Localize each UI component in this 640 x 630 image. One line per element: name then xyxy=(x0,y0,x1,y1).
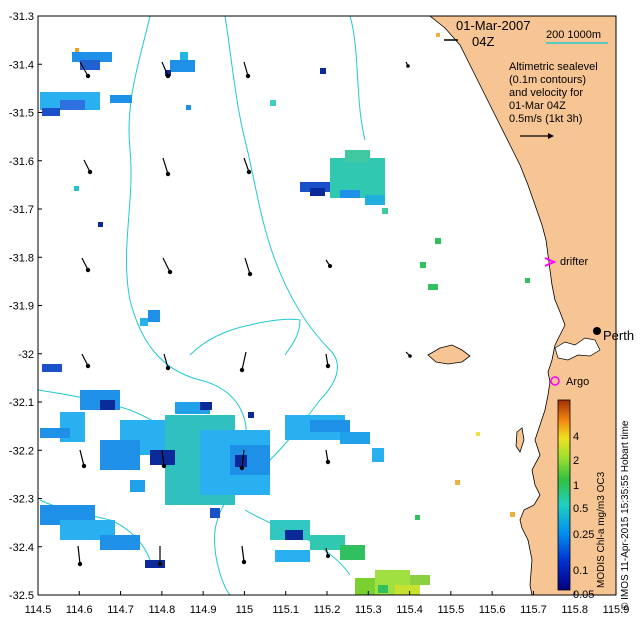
map-hour: 04Z xyxy=(472,34,494,49)
y-tick-label: -32.1 xyxy=(9,397,34,409)
x-tick-label: 115.4 xyxy=(396,604,423,616)
y-tick-label: -31.6 xyxy=(9,156,34,168)
map-date: 01-Mar-2007 xyxy=(456,18,530,33)
y-axis-ticks: -31.3 -31.4 -31.5 -31.6 -31.7 -31.8 -31.9 -32 -3… xyxy=(9,11,42,602)
y-tick-label: -32.5 xyxy=(9,590,34,602)
colorbar-tick: 4 xyxy=(573,431,579,443)
x-tick-label: 114.8 xyxy=(148,604,175,616)
x-tick-label: 115.6 xyxy=(479,604,506,616)
legend-line-4: 01-Mar 04Z xyxy=(509,100,566,112)
x-tick-label: 114.5 xyxy=(25,604,52,616)
argo-marker xyxy=(550,376,560,386)
y-tick-label: -31.3 xyxy=(9,11,34,23)
colorbar-tick: 0.25 xyxy=(573,529,594,541)
rottnest-island xyxy=(427,344,471,365)
colorbar-label: MODIS Chl-a mg/m3 OC3 xyxy=(596,471,607,588)
y-tick-label: -31.4 xyxy=(9,59,34,71)
x-tick-label: 115.7 xyxy=(520,604,547,616)
x-tick-label: 114.6 xyxy=(66,604,93,616)
velocity-arrows xyxy=(77,61,412,567)
y-tick-label: -31.8 xyxy=(9,252,34,264)
x-tick-label: 115.3 xyxy=(355,604,382,616)
y-tick-label: -31.5 xyxy=(9,108,34,120)
y-tick-label: -32.3 xyxy=(9,494,34,506)
y-tick-label: -32.2 xyxy=(9,445,34,457)
perth-marker xyxy=(593,327,601,335)
colorbar-tick: 0.1 xyxy=(573,565,588,577)
colorbar-tick: 2 xyxy=(573,455,579,467)
legend-arrowhead xyxy=(548,133,554,139)
x-tick-label: 115.1 xyxy=(272,604,299,616)
x-tick-label: 115.9 xyxy=(603,604,630,616)
legend-line-2: (0.1m contours) xyxy=(509,74,586,86)
colorbar-tick: 1 xyxy=(573,480,579,492)
imos-credit: © IMOS 11-Apr-2015 15:35:55 Hobart time xyxy=(620,420,631,610)
colorbar-tick: 0.5 xyxy=(573,503,588,515)
chlorophyll-pixels xyxy=(40,33,530,595)
colorbar-ticks: 4 2 1 0.5 0.25 0.1 0.05 xyxy=(573,431,594,601)
y-tick-label: -31.7 xyxy=(9,204,34,216)
x-tick-label: 114.7 xyxy=(107,604,134,616)
y-tick-label: -31.9 xyxy=(9,301,34,313)
x-tick-label: 114.9 xyxy=(190,604,217,616)
y-tick-label: -32.4 xyxy=(9,542,34,554)
x-tick-label: 115.2 xyxy=(314,604,341,616)
legend-line-1: Altimetric sealevel xyxy=(509,61,598,73)
place-label-argo: Argo xyxy=(566,376,589,388)
x-tick-label: 115.5 xyxy=(437,604,464,616)
depth-scale-label: 200 1000m xyxy=(546,29,601,41)
x-tick-label: 115.8 xyxy=(561,604,588,616)
place-label-perth: Perth xyxy=(603,328,634,343)
colorbar xyxy=(557,399,571,591)
estuary xyxy=(554,337,601,361)
x-tick-label: 115 xyxy=(236,604,254,616)
legend-line-5: 0.5m/s (1kt 3h) xyxy=(509,113,582,125)
garden-island xyxy=(515,427,525,453)
legend-line-3: and velocity for xyxy=(509,87,583,99)
y-tick-label: -32 xyxy=(18,349,34,361)
place-label-drifter: drifter xyxy=(560,256,588,268)
x-axis-ticks: 114.5 114.6 114.7 114.8 114.9 115 115.1 115.2 11… xyxy=(25,591,630,616)
drifter-marker xyxy=(544,257,557,267)
